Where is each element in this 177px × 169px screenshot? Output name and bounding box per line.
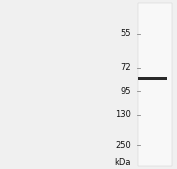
Bar (138, 3, 172, 166)
Text: 130: 130 (115, 110, 131, 119)
Text: 72: 72 (120, 63, 131, 72)
Text: 250: 250 (115, 141, 131, 150)
Bar (138, 77, 167, 80)
Text: 55: 55 (121, 29, 131, 38)
Text: 95: 95 (121, 87, 131, 96)
Text: kDa: kDa (115, 158, 131, 167)
